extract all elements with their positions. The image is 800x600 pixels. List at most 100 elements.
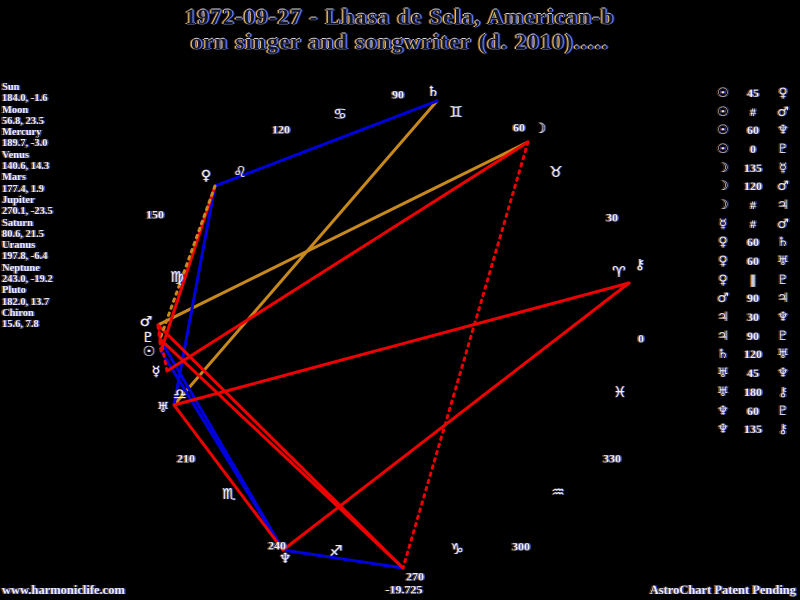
planet-b-glyph: ♀ bbox=[778, 85, 788, 101]
planet-position: 56.8, 23.5 bbox=[2, 115, 44, 127]
planet-a-glyph: ♀ bbox=[718, 235, 728, 251]
aspect-row: ♂ 90 ♃ bbox=[712, 290, 798, 309]
aspect-line bbox=[172, 184, 217, 407]
planet-position: 197.8, -6.4 bbox=[2, 251, 48, 263]
aspect-type: 135 bbox=[744, 160, 762, 175]
planet-name: Uranus bbox=[2, 240, 36, 252]
aspect-type: 180 bbox=[744, 384, 762, 399]
zodiac-sign-glyph: ♉ bbox=[549, 163, 563, 181]
ring-label: 0 bbox=[638, 331, 644, 346]
zodiac-sign-glyph: ♏ bbox=[222, 485, 236, 503]
page-title-line1: 1972-09-27 - Lhasa de Sela, American-b bbox=[185, 4, 615, 29]
aspect-type: 30 bbox=[747, 310, 759, 325]
planet-a-glyph: ☽ bbox=[717, 160, 729, 176]
aspect-line bbox=[158, 337, 405, 570]
planet-glyph: ♄ bbox=[426, 84, 440, 100]
aspect-row: ☉ 60 ♆ bbox=[712, 121, 798, 140]
zodiac-sign-glyph: ♊ bbox=[449, 103, 463, 121]
planet-a-glyph: ☽ bbox=[717, 197, 729, 213]
aspect-type: ∥ bbox=[750, 272, 756, 287]
ring-label: 300 bbox=[512, 539, 530, 554]
aspect-line bbox=[156, 323, 163, 353]
ring-label: 330 bbox=[603, 451, 621, 466]
ring-label: 210 bbox=[177, 451, 195, 466]
chart-annotation: -19.725 bbox=[385, 582, 423, 597]
planet-position: 140.6, 14.3 bbox=[2, 161, 50, 173]
planet-b-glyph: ⚷ bbox=[778, 384, 788, 400]
planet-position: 270.1, -23.5 bbox=[2, 206, 53, 218]
aspect-row: ♅ 45 ♆ bbox=[712, 364, 798, 383]
planet-position: 184.0, -1.6 bbox=[2, 93, 48, 105]
aspect-type: 60 bbox=[747, 403, 759, 418]
planet-b-glyph: ♅ bbox=[777, 347, 789, 363]
ring-label: 270 bbox=[406, 569, 424, 584]
zodiac-sign-glyph: ♍ bbox=[170, 268, 184, 286]
zodiac-sign-glyph: ♒ bbox=[551, 483, 565, 501]
planet-b-glyph: ♇ bbox=[777, 272, 789, 288]
planet-a-glyph: ♀ bbox=[718, 254, 728, 270]
planet-glyph: ☽ bbox=[533, 121, 547, 137]
aspect-list: ☉ 45 ♀ ☉ # ♂ ☉ 60 ♆ ☉ 0 ♇ ☽ 135 ☿ ☽ 120 ♂ ☽ # ♃ ☿ # ♂ ♀ 60 ♄ ♀ 60 ♅ ♀ ∥… bbox=[712, 84, 798, 439]
planet-position: 182.0, 13.7 bbox=[2, 296, 50, 308]
zodiac-sign-glyph: ♑ bbox=[450, 540, 464, 558]
planet-a-glyph: ♄ bbox=[717, 347, 729, 363]
planet-a-glyph: ♀ bbox=[718, 272, 728, 288]
planet-name: Chiron bbox=[2, 307, 34, 319]
aspect-line bbox=[281, 548, 405, 570]
planet-b-glyph: ♃ bbox=[777, 291, 789, 307]
planet-position: 189.7, -3.0 bbox=[2, 138, 48, 150]
planet-b-glyph: ☿ bbox=[779, 160, 787, 176]
planet-a-glyph: ☉ bbox=[717, 141, 729, 157]
aspect-row: ☉ 0 ♇ bbox=[712, 140, 798, 159]
zodiac-sign-glyph: ♐ bbox=[329, 542, 343, 560]
aspect-line bbox=[156, 323, 169, 373]
planet-b-glyph: ⚷ bbox=[778, 422, 788, 438]
planet-name: Jupiter bbox=[2, 194, 35, 206]
aspect-line bbox=[172, 403, 285, 552]
planet-a-glyph: ☉ bbox=[717, 85, 729, 101]
aspect-row: ♆ 135 ⚷ bbox=[712, 420, 798, 439]
page-title-line2: orn singer and songwriter (d. 2010)..... bbox=[191, 29, 609, 54]
ring-label: 60 bbox=[513, 120, 525, 135]
aspect-line bbox=[213, 99, 439, 188]
zodiac-sign-glyph: ♌ bbox=[233, 163, 247, 181]
planet-glyph: ♅ bbox=[156, 400, 170, 416]
planet-name: Mars bbox=[2, 172, 26, 184]
planet-glyph: ☿ bbox=[151, 364, 161, 380]
aspect-line bbox=[401, 140, 530, 570]
aspect-type: # bbox=[750, 216, 756, 231]
aspect-type: 120 bbox=[744, 179, 762, 194]
planet-a-glyph: ♅ bbox=[717, 384, 729, 400]
ring-label: 240 bbox=[268, 538, 286, 553]
planet-name: Saturn bbox=[2, 217, 33, 229]
aspect-row: ☉ # ♂ bbox=[712, 103, 798, 122]
planet-a-glyph: ☿ bbox=[719, 216, 727, 232]
aspect-row: ♃ 90 ♇ bbox=[712, 327, 798, 346]
website-link: www.harmoniclife.com bbox=[2, 583, 125, 597]
aspect-line bbox=[156, 140, 530, 327]
aspect-row: ☽ # ♃ bbox=[712, 196, 798, 215]
planet-a-glyph: ♆ bbox=[717, 422, 729, 438]
planet-a-glyph: ♃ bbox=[717, 310, 729, 326]
planet-a-glyph: ☽ bbox=[717, 179, 729, 195]
planet-glyph: ♆ bbox=[278, 551, 292, 567]
aspect-row: ☉ 45 ♀ bbox=[712, 84, 798, 103]
zodiac-sign-glyph: ♈ bbox=[612, 263, 626, 281]
planet-b-glyph: ♄ bbox=[777, 235, 789, 251]
planet-position: 80.6, 21.5 bbox=[2, 228, 44, 240]
planet-b-glyph: ♂ bbox=[777, 179, 789, 195]
aspect-type: # bbox=[750, 197, 756, 212]
aspect-type: 90 bbox=[747, 328, 759, 343]
planet-a-glyph: ♃ bbox=[717, 328, 729, 344]
planet-b-glyph: ♆ bbox=[777, 310, 789, 326]
planet-name: Neptune bbox=[2, 262, 40, 274]
planet-b-glyph: ♂ bbox=[777, 216, 789, 232]
page-title: 1972-09-27 - Lhasa de Sela, American-b o… bbox=[0, 4, 800, 54]
aspect-row: ♃ 30 ♆ bbox=[712, 308, 798, 327]
planet-name: Moon bbox=[2, 104, 29, 116]
aspect-type: 45 bbox=[747, 366, 759, 381]
aspect-type: 135 bbox=[744, 422, 762, 437]
aspect-type: 120 bbox=[744, 347, 762, 362]
planet-a-glyph: ☉ bbox=[717, 104, 729, 120]
